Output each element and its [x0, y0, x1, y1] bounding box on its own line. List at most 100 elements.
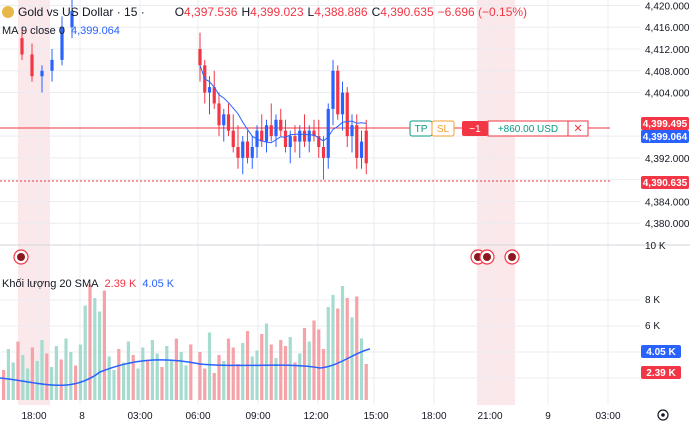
- time-tick: 09:00: [245, 411, 270, 422]
- volume-bar: [264, 323, 269, 400]
- volume-bar: [40, 340, 44, 400]
- event-markers[interactable]: [13, 249, 520, 265]
- price-tick: 4,408.000: [645, 67, 690, 78]
- ohlc-low-label: L: [307, 5, 315, 19]
- ohlc-open-label: O: [174, 5, 185, 19]
- volume-bar: [279, 340, 283, 400]
- ohlc-low: 4,388.886: [314, 5, 368, 19]
- price-badges: 4,399.495 4,399.064 4,390.635: [641, 117, 689, 189]
- session-highlights: [18, 0, 515, 405]
- volume-bar: [122, 362, 126, 400]
- volume-bar: [74, 365, 78, 400]
- ohlc-high: 4,399.023: [250, 5, 304, 19]
- price-tick: 4,416.000: [645, 23, 690, 34]
- volume-bar: [54, 346, 58, 400]
- volume-bar: [331, 295, 335, 400]
- price-tick: 4,420.000: [645, 1, 690, 12]
- candles: [20, 0, 368, 180]
- volume-badges: 4.05 K 2.39 K: [641, 345, 681, 379]
- volume-axis[interactable]: 10 K 8 K 6 K: [645, 241, 666, 332]
- candle-body: [70, 10, 74, 28]
- ma-value: 4,399.064: [70, 25, 120, 37]
- candle-body: [30, 54, 34, 77]
- tp-label: TP: [415, 124, 428, 135]
- candle-body: [312, 130, 316, 137]
- volume-bar: [212, 373, 216, 400]
- volume-badge-text: 4.05 K: [646, 347, 676, 358]
- volume-sma-value: 4.05 K: [142, 278, 175, 290]
- volume-bar: [102, 290, 106, 400]
- time-tick: 18:00: [21, 411, 46, 422]
- volume-bar: [207, 332, 212, 400]
- volume-bar: [241, 343, 245, 400]
- candle-body: [331, 70, 335, 109]
- volume-bar: [336, 308, 340, 400]
- flag-icon-inner: [483, 253, 491, 261]
- volume-bar: [93, 298, 97, 400]
- price-axis[interactable]: 4,420.000 4,416.000 4,412.000 4,408.000 4,40…: [645, 1, 690, 230]
- time-tick: 8: [79, 411, 85, 422]
- symbol-title[interactable]: Gold vs US Dollar · 15 ·: [18, 5, 145, 19]
- volume-bar: [350, 317, 354, 400]
- candle-body: [307, 130, 311, 142]
- candle-body: [264, 125, 269, 142]
- volume-badge-text: 2.39 K: [646, 368, 676, 379]
- volume-bar: [35, 361, 39, 400]
- time-axis[interactable]: 18:00 8 03:00 06:00 09:00 12:00 15:00 18:00 21:0…: [21, 411, 620, 422]
- candle-body: [355, 125, 359, 158]
- price-badge-text: 4,390.635: [643, 178, 688, 189]
- volume-legend[interactable]: Khối lượng 20 SMA 2.39 K 4.05 K: [0, 276, 174, 292]
- qty-badge[interactable]: [462, 121, 488, 136]
- candle-body: [336, 70, 340, 115]
- candle-body: [350, 125, 354, 137]
- volume-bar: [30, 347, 34, 400]
- volume-bar: [307, 341, 311, 400]
- sl-button[interactable]: [431, 120, 455, 137]
- ohlc-close-label: C: [371, 5, 381, 19]
- volume-bar: [288, 337, 292, 400]
- volume-bar: [345, 298, 349, 400]
- volume-bar: [283, 346, 288, 400]
- ma-legend[interactable]: MA 9 close 0 4,399.064: [0, 23, 120, 39]
- volume-badge: [641, 345, 681, 358]
- ma-label: MA 9 close 0: [2, 25, 65, 37]
- qty-label: −1: [469, 124, 481, 135]
- volume-bar: [326, 307, 330, 400]
- volume-bar: [317, 329, 321, 400]
- chart-settings-button[interactable]: [657, 409, 669, 421]
- candle-body: [269, 125, 273, 137]
- candle-body: [207, 87, 212, 93]
- volume-value: 2.39 K: [104, 278, 137, 290]
- volume-bar: [83, 305, 87, 400]
- candle-body: [298, 130, 302, 142]
- volume-bar: [160, 367, 164, 400]
- volume-bar: [174, 338, 178, 400]
- volume-bar: [107, 356, 111, 400]
- volume-bar: [260, 334, 264, 400]
- price-badge: [641, 117, 689, 130]
- price-tick: 4,404.000: [645, 89, 690, 100]
- price-tick: 4,392.000: [645, 154, 690, 165]
- volume-bar: [298, 353, 302, 400]
- volume-bar: [150, 340, 154, 400]
- close-position-button[interactable]: [567, 120, 589, 137]
- volume-bar: [98, 311, 102, 400]
- candle-body: [217, 103, 221, 126]
- volume-bar: [359, 338, 364, 400]
- flag-icon-inner: [17, 253, 25, 261]
- candle-body: [245, 141, 250, 158]
- volume-bar: [269, 344, 273, 400]
- candle-body: [279, 119, 283, 131]
- volume-tick: 10 K: [645, 241, 666, 252]
- candle-body: [359, 141, 364, 158]
- volume-bar: [364, 364, 368, 400]
- trade-bar[interactable]: TP SL −1 +860.00 USD ✕: [409, 120, 589, 137]
- volume-bar: [117, 349, 121, 400]
- volume-bar: [340, 286, 345, 400]
- time-tick: 12:00: [303, 411, 328, 422]
- candle-body: [222, 114, 226, 126]
- volume-bar: [165, 346, 169, 400]
- volume-bar: [217, 355, 221, 400]
- volume-tick: 8 K: [645, 295, 660, 306]
